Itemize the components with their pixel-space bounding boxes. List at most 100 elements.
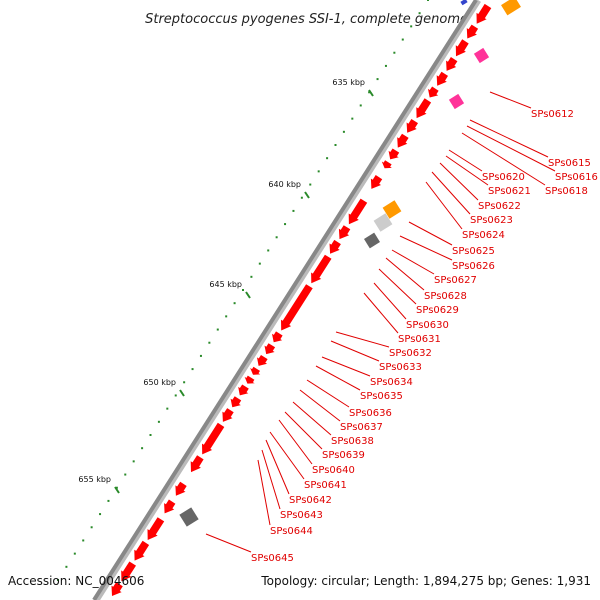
scale-tick-label: 655 kbp	[78, 475, 111, 484]
gene-arrow	[388, 148, 400, 160]
gene-arrow	[329, 239, 341, 254]
scale-ticks: 635 kbp 640 kbp 645 kbp 650 kbp 655 kbp	[57, 0, 429, 581]
gene-arrow	[238, 384, 249, 396]
gene-arrow	[164, 499, 176, 514]
leader-line	[461, 132, 546, 186]
leader-line	[335, 331, 390, 348]
scale-major-tick	[114, 486, 120, 494]
gene-arrow	[455, 39, 469, 57]
leader-line	[469, 119, 549, 158]
scale-tick-dot	[300, 196, 303, 199]
gene-arrow	[348, 198, 368, 225]
feature-box	[473, 47, 490, 64]
gene-arrow	[202, 422, 225, 455]
gene-label: SPs0616	[555, 172, 598, 183]
gene-label: SPs0624	[462, 230, 505, 241]
scale-tick-dot	[73, 552, 76, 555]
gene-label: SPs0618	[545, 186, 588, 197]
gene-arrow	[147, 517, 165, 540]
scale-tick-dot	[174, 394, 177, 397]
gene-arrow	[230, 396, 242, 408]
feature-box	[460, 0, 468, 6]
gene-label: SPs0643	[280, 510, 323, 521]
leader-line	[466, 125, 556, 172]
scale-tick-dot	[149, 434, 152, 436]
gene-label: SPs0628	[424, 291, 467, 302]
gene-arrow	[370, 175, 383, 189]
scale-tick-dot	[225, 315, 228, 318]
gene-label: SPs0632	[389, 348, 432, 359]
gene-arrow	[264, 343, 276, 355]
leader-line	[299, 389, 341, 422]
backbone-line	[92, 0, 478, 600]
scale-tick-dot	[191, 368, 194, 371]
scale-tick-dot	[124, 473, 127, 476]
scale-tick-dot	[334, 144, 337, 146]
gene-arrow	[111, 582, 123, 596]
gene-arrow	[190, 455, 204, 473]
topology-text: Topology: circular; Length: 1,894,275 bp…	[261, 574, 591, 588]
scale-tick-dot	[275, 236, 278, 239]
leader-line	[306, 379, 350, 408]
leader-line	[315, 365, 361, 391]
scale-tick-dot	[242, 289, 244, 291]
scale-major-tick	[245, 291, 251, 299]
leader-line	[425, 181, 463, 230]
scale-tick-dot	[418, 12, 421, 15]
scale-tick-dot	[183, 381, 186, 384]
scale-tick-label: 650 kbp	[143, 378, 176, 387]
scale-tick-dot	[376, 78, 379, 81]
scale-tick-label: 645 kbp	[209, 280, 242, 289]
leader-line	[265, 439, 290, 495]
gene-label: SPs0615	[548, 158, 591, 169]
leader-line	[330, 340, 380, 362]
leader-line	[278, 419, 313, 465]
gene-label: SPs0626	[452, 261, 495, 272]
leader-line	[269, 431, 305, 480]
feature-box	[363, 232, 381, 249]
scale-tick-dot	[99, 513, 102, 516]
gene-labels: SPs0612 SPs0615 SPs0616 SPs0618 SPs0620 SPs06…	[251, 109, 598, 564]
leader-line	[448, 149, 483, 172]
scale-tick-dot	[57, 579, 59, 581]
gene-label: SPs0640	[312, 465, 355, 476]
genome-title: Streptococcus pyogenes SSI-1, complete g…	[145, 12, 468, 27]
scale-tick-dot	[393, 51, 396, 54]
gene-arrow	[134, 540, 150, 561]
feature-box	[382, 200, 402, 219]
leader-line	[292, 401, 332, 436]
leader-line	[439, 162, 479, 201]
gene-arrow	[338, 225, 351, 240]
feature-box	[448, 93, 465, 110]
leader-line	[391, 249, 435, 275]
leader-line	[284, 411, 323, 450]
gene-label: SPs0621	[488, 186, 531, 197]
gene-label: SPs0644	[270, 526, 313, 537]
scale-tick-dot	[132, 460, 135, 463]
scale-tick-dot	[384, 64, 387, 67]
scale-tick-dot	[65, 565, 68, 568]
feature-box	[373, 213, 393, 232]
leader-line	[408, 221, 453, 246]
scale-tick-dot	[141, 447, 144, 450]
leader-line	[431, 171, 471, 215]
scale-tick-dot	[284, 223, 287, 226]
scale-tick-dot	[368, 91, 371, 94]
gene-label: SPs0636	[349, 408, 392, 419]
scale-tick-dot	[216, 328, 219, 331]
leader-line	[321, 356, 371, 377]
gene-label: SPs0612	[531, 109, 574, 120]
gene-label: SPs0645	[251, 553, 294, 564]
scale-major-tick	[368, 89, 374, 97]
gene-arrow	[281, 284, 313, 331]
gene-arrow	[476, 3, 492, 24]
scale-tick-dot	[258, 262, 261, 265]
scale-tick-dot	[292, 209, 295, 212]
feature-box	[179, 507, 199, 527]
scale-tick-dot	[208, 341, 211, 344]
scale-tick-dot	[359, 104, 362, 107]
gene-label: SPs0633	[379, 362, 422, 373]
leader-line	[363, 292, 399, 334]
gene-label: SPs0625	[452, 246, 495, 257]
leader-line	[205, 533, 252, 553]
